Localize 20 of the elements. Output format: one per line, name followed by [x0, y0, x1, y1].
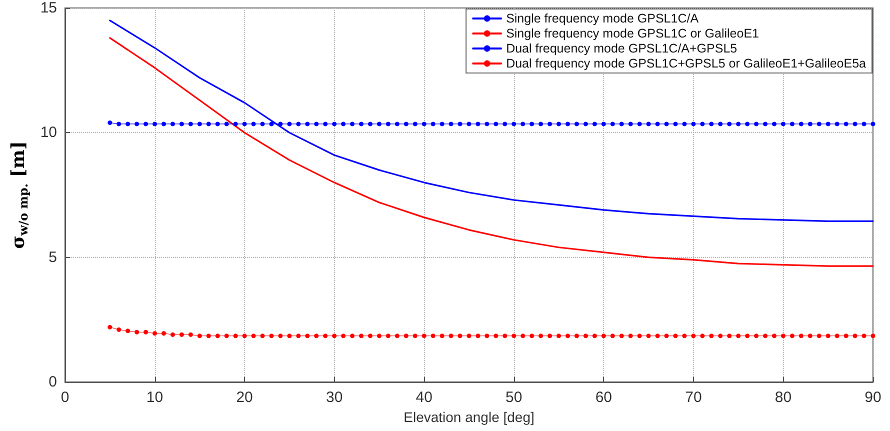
legend-label: Dual frequency mode GPSL1C/A+GPSL5: [506, 42, 738, 56]
legend-label: Single frequency mode GPSL1C/A: [506, 12, 700, 26]
y-tick-label: 15: [40, 0, 57, 16]
y-axis-title: σw/o mp. [m]: [8, 141, 30, 249]
x-tick-label: 50: [506, 389, 522, 406]
legend-label: Dual frequency mode GPSL1C+GPSL5 or GalileoE1+GalileoE5a: [506, 56, 866, 70]
x-tick-label: 90: [864, 389, 882, 406]
y-tick-label: 10: [40, 124, 57, 142]
x-tick-label: 80: [774, 389, 792, 406]
y-tick-label: 0: [48, 374, 57, 390]
x-tick-label: 70: [685, 389, 702, 406]
x-tick-label: 30: [326, 389, 343, 406]
x-tick-label: 10: [146, 389, 164, 406]
x-tick-label: 60: [595, 389, 612, 406]
x-tick-label: 0: [60, 389, 70, 406]
x-tick-label: 40: [416, 389, 432, 406]
y-tick-label: 5: [48, 248, 57, 266]
x-axis-title: Elevation angle [deg]: [404, 408, 534, 425]
legend-label: Single frequency mode GPSL1C or GalileoE1: [506, 26, 760, 40]
x-tick-label: 20: [236, 389, 253, 406]
